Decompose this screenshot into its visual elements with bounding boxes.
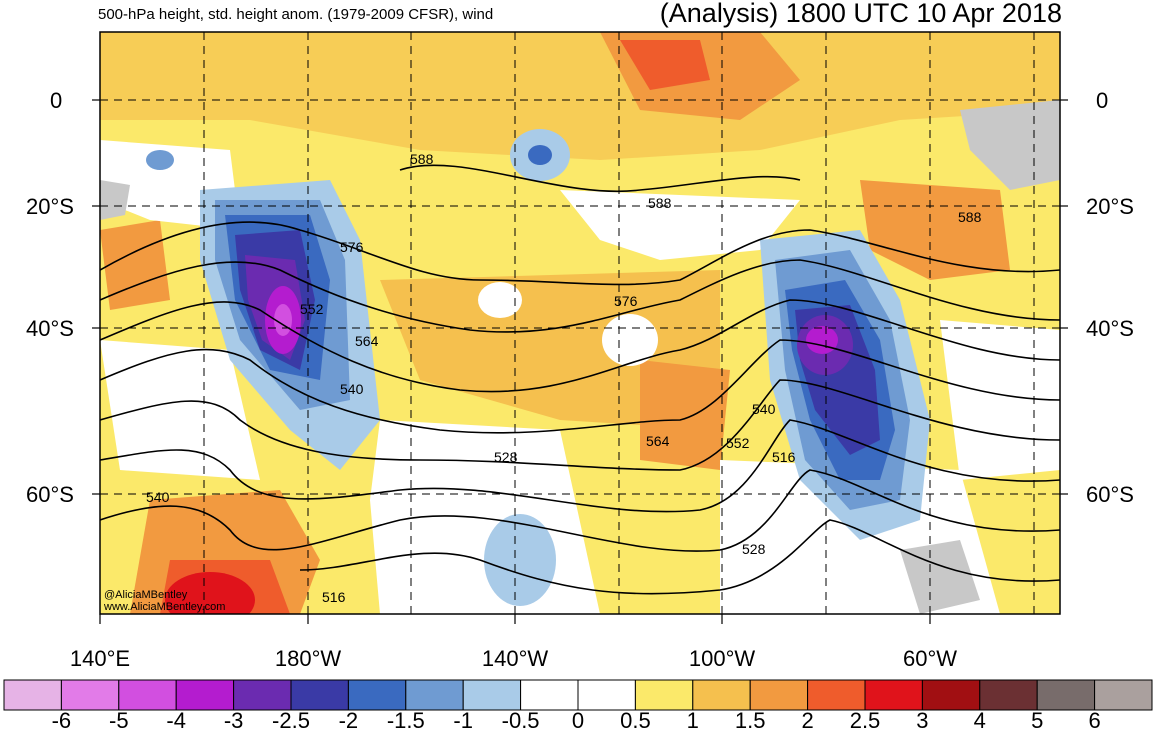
height-contours: [100, 164, 1060, 595]
contour-label: 540: [752, 401, 776, 417]
lat-label-20s-right: 20°S: [1086, 194, 1134, 219]
colorbar-swatch: [1094, 679, 1153, 711]
colorbar-swatch: [749, 679, 809, 711]
lat-label-60s-right: 60°S: [1086, 482, 1134, 507]
colorbar-label: 2: [801, 708, 814, 733]
contour-label: 528: [494, 449, 518, 465]
axis-ticks: [92, 99, 1068, 624]
colorbar-swatch: [175, 679, 235, 711]
contour-label: 576: [614, 293, 638, 309]
colorbar-label: 1.5: [734, 708, 766, 733]
credit-site: www.AliciaMBentley.com: [103, 601, 225, 613]
colorbar-swatch: [290, 679, 349, 711]
credit-handle: @AliciaMBentley: [104, 589, 188, 601]
credit-group: @AliciaMBentley www.AliciaMBentley.com: [103, 589, 225, 613]
colorbar-swatch: [864, 679, 923, 711]
graticule: [100, 32, 1060, 614]
colorbar-label: -3: [223, 708, 244, 733]
lat-label-0-left: 0: [50, 88, 63, 113]
colorbar-label: 0: [571, 708, 585, 733]
contour-label: 576: [340, 239, 364, 255]
colorbar-swatch: [577, 679, 636, 711]
contour-label: 540: [146, 489, 170, 505]
colorbar-label: 5: [1031, 708, 1044, 733]
colorbar-swatch: [462, 679, 522, 711]
lon-label-60w: 60°W: [902, 646, 958, 671]
colorbar-swatch: [634, 679, 694, 711]
contour-label: 588: [410, 151, 434, 167]
contour-label: 516: [772, 449, 796, 465]
colorbar-label: 2.5: [849, 708, 881, 733]
colorbar-swatch: [921, 679, 981, 711]
colorbar-label: -5: [109, 708, 129, 733]
contour-label: 528: [742, 541, 766, 557]
colorbar-label: 3: [916, 708, 929, 733]
colorbar-label: -4: [166, 708, 186, 733]
map-frame: [99, 31, 1061, 615]
contour-label: 588: [958, 209, 982, 225]
contour-label: 552: [726, 435, 750, 451]
contour-label: 564: [355, 333, 379, 349]
contour-label: 564: [646, 433, 670, 449]
colorbar-label: -2: [338, 708, 359, 733]
colorbar-swatch: [347, 679, 407, 711]
contour-label: 552: [300, 301, 324, 317]
lat-label-40s-right: 40°S: [1086, 316, 1134, 341]
colorbar-swatch: [692, 679, 751, 711]
colorbar-label: -0.5: [501, 708, 540, 733]
lat-label-40s-left: 40°S: [26, 316, 74, 341]
colorbar: [3, 679, 1153, 711]
contour-label-group: 588 588 588 576 576 552 564 540 540 528 …: [146, 151, 982, 605]
contour-label: 540: [340, 381, 364, 397]
colorbar-label: 4: [973, 708, 986, 733]
contour-label: 516: [322, 589, 346, 605]
contour-label: 588: [648, 195, 672, 211]
colorbar-label: -2.5: [272, 708, 310, 733]
colorbar-swatch: [60, 679, 120, 711]
colorbar-swatch: [118, 679, 177, 711]
colorbar-label: -1.5: [386, 708, 425, 733]
lon-label-100w: 100°W: [688, 646, 756, 671]
colorbar-label: -1: [453, 708, 473, 733]
colorbar-swatch: [233, 679, 292, 711]
colorbar-label: 6: [1088, 708, 1101, 733]
colorbar-swatch: [807, 679, 866, 711]
lat-label-0-right: 0: [1096, 88, 1109, 113]
colorbar-swatch: [979, 679, 1038, 711]
lon-label-140e: 140°E: [69, 646, 131, 671]
lat-label-20s-left: 20°S: [26, 194, 74, 219]
colorbar-swatch: [3, 679, 62, 711]
anomaly-field: [100, 32, 1060, 614]
colorbar-swatch: [520, 679, 579, 711]
colorbar-label: 0.5: [620, 708, 651, 733]
lat-label-60s-left: 60°S: [26, 482, 74, 507]
colorbar-swatch: [1036, 679, 1096, 711]
colorbar-swatch: [405, 679, 464, 711]
lon-label-140w: 140°W: [481, 646, 549, 671]
map-valid-time: (Analysis) 1800 UTC 10 Apr 2018: [659, 0, 1062, 28]
colorbar-label: 1: [686, 708, 699, 733]
lon-label-180w: 180°W: [274, 646, 342, 671]
map-title: 500-hPa height, std. height anom. (1979-…: [98, 6, 494, 23]
colorbar-label: -6: [51, 708, 72, 733]
